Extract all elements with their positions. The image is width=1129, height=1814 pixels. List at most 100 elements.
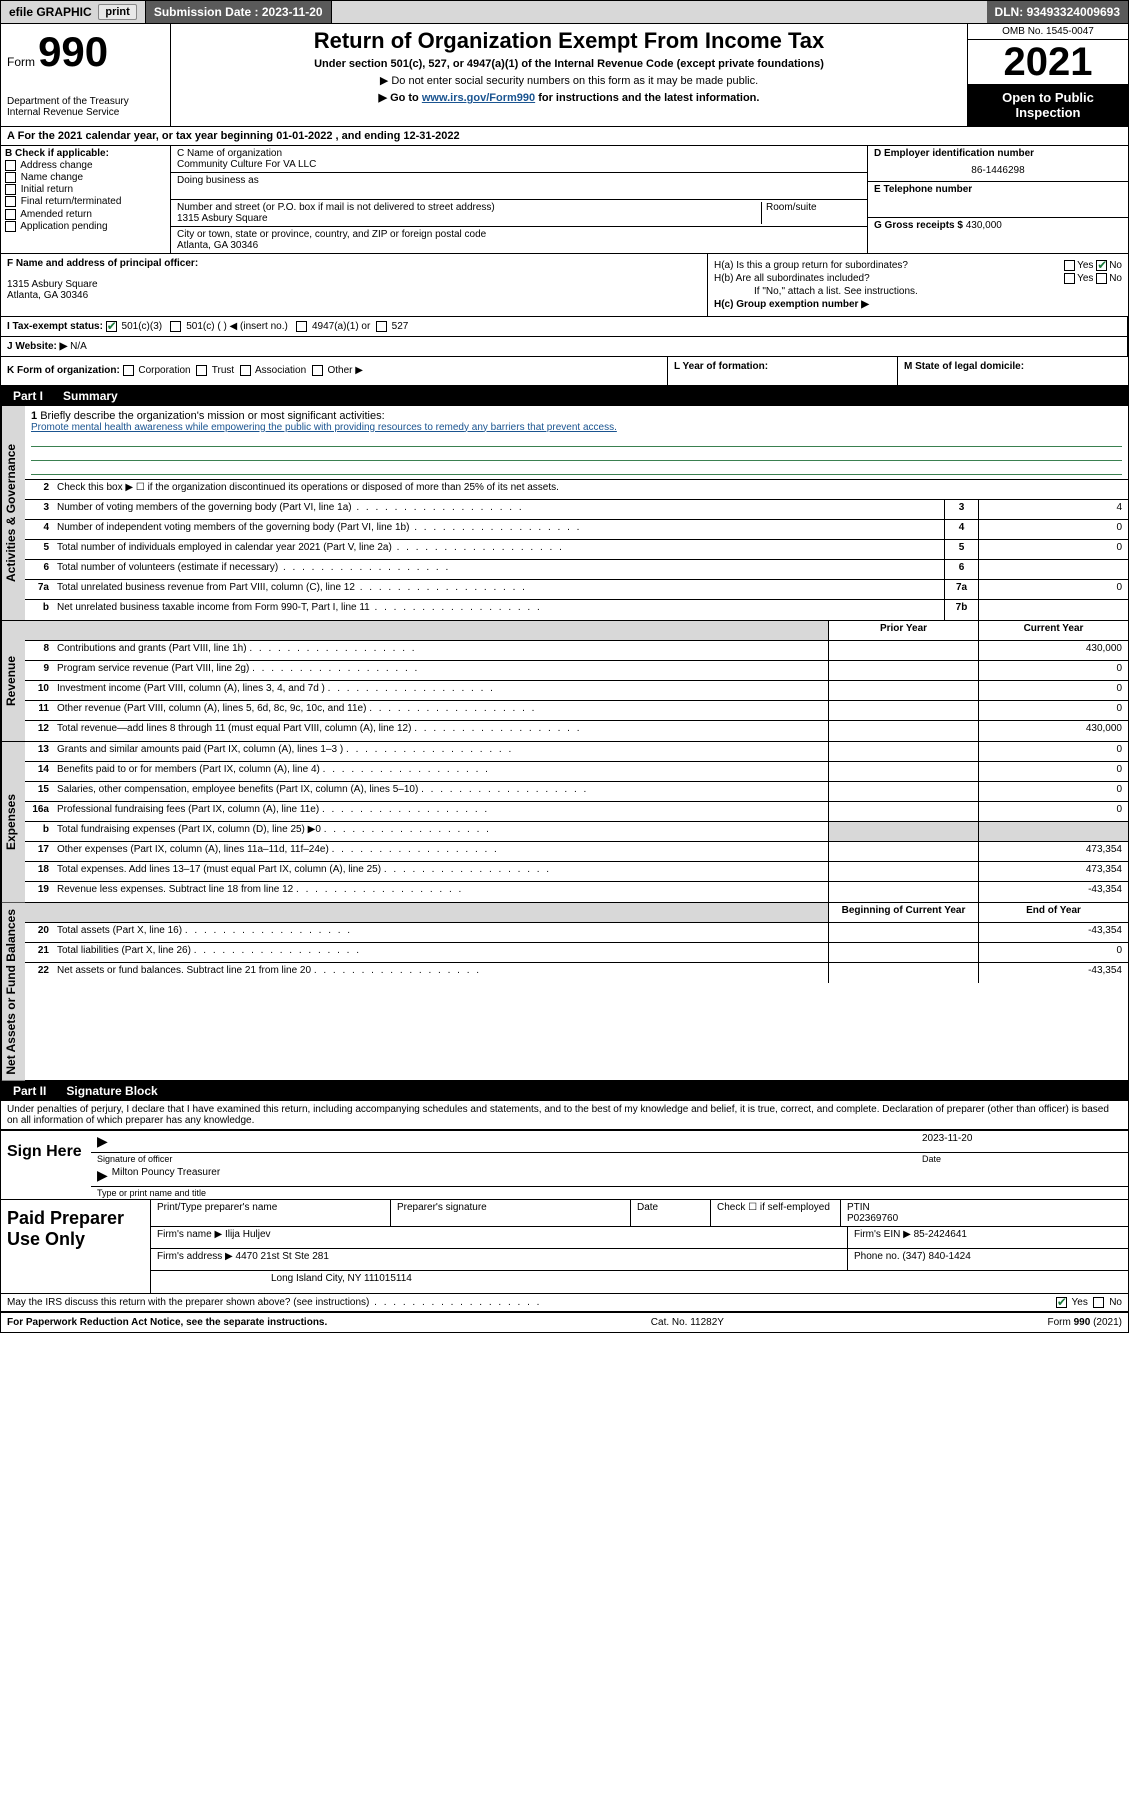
line-desc: Benefits paid to or for members (Part IX… xyxy=(53,762,828,781)
line-desc: Net unrelated business taxable income fr… xyxy=(53,600,944,620)
header-right: OMB No. 1545-0047 2021 Open to Public In… xyxy=(968,24,1128,126)
chk-4947[interactable] xyxy=(296,321,307,332)
current-value xyxy=(978,822,1128,841)
irs-link[interactable]: www.irs.gov/Form990 xyxy=(422,92,535,104)
table-row: 12Total revenue—add lines 8 through 11 (… xyxy=(25,721,1128,741)
gov-body: 1 Briefly describe the organization's mi… xyxy=(25,406,1128,620)
efile-label: efile GRAPHIC print xyxy=(1,1,146,23)
sig-name-line[interactable]: ▶ Milton Pouncy Treasurer xyxy=(91,1165,1128,1187)
line-num: 19 xyxy=(25,882,53,902)
prior-value xyxy=(828,842,978,861)
side-expenses: Expenses xyxy=(1,742,25,902)
chk-address-change[interactable]: Address change xyxy=(5,160,166,171)
chk-trust[interactable] xyxy=(196,365,207,376)
note-ssn: ▶ Do not enter social security numbers o… xyxy=(177,74,961,87)
line-desc: Contributions and grants (Part VIII, lin… xyxy=(53,641,828,660)
current-value: 0 xyxy=(978,762,1128,781)
hb-yes[interactable] xyxy=(1064,273,1075,284)
line-desc: Total liabilities (Part X, line 26) xyxy=(53,943,828,962)
org-name: Community Culture For VA LLC xyxy=(177,159,861,170)
irs-label: Internal Revenue Service xyxy=(7,107,164,118)
prior-value xyxy=(828,822,978,841)
chk-amended[interactable]: Amended return xyxy=(5,209,166,220)
line-num: 21 xyxy=(25,943,53,962)
print-button[interactable]: print xyxy=(98,4,136,20)
discuss-yes[interactable] xyxy=(1056,1297,1067,1308)
line-num: b xyxy=(25,600,53,620)
col-h: H(a) Is this a group return for subordin… xyxy=(708,254,1128,316)
table-row: bTotal fundraising expenses (Part IX, co… xyxy=(25,822,1128,842)
k-cell: K Form of organization: Corporation Trus… xyxy=(1,357,668,384)
chk-501c3[interactable] xyxy=(106,321,117,332)
prep-ptin-h: PTIN P02369760 xyxy=(841,1200,1128,1226)
prior-value xyxy=(828,943,978,962)
may-discuss-text: May the IRS discuss this return with the… xyxy=(7,1297,1056,1308)
line-value xyxy=(978,600,1128,620)
line-box: 7a xyxy=(944,580,978,599)
chk-501c[interactable] xyxy=(170,321,181,332)
line-desc: Net assets or fund balances. Subtract li… xyxy=(53,963,828,983)
block-fh: F Name and address of principal officer:… xyxy=(1,254,1128,317)
chk-final-return[interactable]: Final return/terminated xyxy=(5,196,166,207)
chk-name-change[interactable]: Name change xyxy=(5,172,166,183)
g-block: G Gross receipts $ 430,000 xyxy=(868,218,1128,253)
current-value: 0 xyxy=(978,782,1128,801)
chk-other[interactable] xyxy=(312,365,323,376)
h-b-row: H(b) Are all subordinates included? Yes … xyxy=(714,273,1122,284)
current-value: -43,354 xyxy=(978,882,1128,902)
col-begin: Beginning of Current Year xyxy=(828,903,978,922)
chk-assoc[interactable] xyxy=(240,365,251,376)
prior-value xyxy=(828,661,978,680)
current-value: -43,354 xyxy=(978,923,1128,942)
line-desc: Number of voting members of the governin… xyxy=(53,500,944,519)
form-990: Form 990 Department of the Treasury Inte… xyxy=(0,24,1129,1333)
ha-yes[interactable] xyxy=(1064,260,1075,271)
sign-here-label: Sign Here xyxy=(1,1131,91,1199)
arrow-icon: ▶ xyxy=(97,1133,108,1150)
line-desc: Investment income (Part VIII, column (A)… xyxy=(53,681,828,700)
c-addr-block: Number and street (or P.O. box if mail i… xyxy=(171,200,867,227)
dba-label: Doing business as xyxy=(177,175,861,186)
prior-value xyxy=(828,862,978,881)
prior-value xyxy=(828,782,978,801)
l1-text: Briefly describe the organization's miss… xyxy=(40,410,384,422)
line-num: 13 xyxy=(25,742,53,761)
chk-527[interactable] xyxy=(376,321,387,332)
addr-label: Number and street (or P.O. box if mail i… xyxy=(177,202,761,213)
side-governance: Activities & Governance xyxy=(1,406,25,620)
current-value: 0 xyxy=(978,943,1128,962)
sig-name-under: Type or print name and title xyxy=(91,1187,1128,1199)
line-num: 20 xyxy=(25,923,53,942)
prep-firm-name-row: Firm's name ▶ Ilija Huljev Firm's EIN ▶ … xyxy=(151,1227,1128,1249)
line-num: 4 xyxy=(25,520,53,539)
table-row: 19Revenue less expenses. Subtract line 1… xyxy=(25,882,1128,902)
table-row: 18Total expenses. Add lines 13–17 (must … xyxy=(25,862,1128,882)
ha-no[interactable] xyxy=(1096,260,1107,271)
firm-ein: 85-2424641 xyxy=(914,1229,967,1240)
chk-corp[interactable] xyxy=(123,365,134,376)
i-label: I Tax-exempt status: xyxy=(7,321,103,332)
line-desc: Salaries, other compensation, employee b… xyxy=(53,782,828,801)
line-num: 10 xyxy=(25,681,53,700)
cat-no: Cat. No. 11282Y xyxy=(651,1317,724,1328)
sig-date: 2023-11-20 xyxy=(922,1133,1122,1150)
sig-officer-under: Signature of officer xyxy=(97,1154,922,1164)
table-row: 5Total number of individuals employed in… xyxy=(25,540,1128,560)
current-value: 0 xyxy=(978,742,1128,761)
line-desc: Total revenue—add lines 8 through 11 (mu… xyxy=(53,721,828,741)
chk-initial-return[interactable]: Initial return xyxy=(5,184,166,195)
hb-no[interactable] xyxy=(1096,273,1107,284)
col-f: F Name and address of principal officer:… xyxy=(1,254,708,316)
dept-treasury: Department of the Treasury xyxy=(7,96,164,107)
table-row: 4Number of independent voting members of… xyxy=(25,520,1128,540)
f-label: F Name and address of principal officer: xyxy=(7,258,701,269)
g-label: G Gross receipts $ xyxy=(874,220,963,231)
table-row: 21Total liabilities (Part X, line 26) 0 xyxy=(25,943,1128,963)
chk-app-pending[interactable]: Application pending xyxy=(5,221,166,232)
sig-officer-line[interactable]: ▶ 2023-11-20 xyxy=(91,1131,1128,1153)
f-addr2: Atlanta, GA 30346 xyxy=(7,290,701,301)
table-row: 20Total assets (Part X, line 16) -43,354 xyxy=(25,923,1128,943)
sect-revenue: Revenue Prior Year Current Year 8Contrib… xyxy=(1,621,1128,742)
discuss-no[interactable] xyxy=(1093,1297,1104,1308)
table-row: 9Program service revenue (Part VIII, lin… xyxy=(25,661,1128,681)
